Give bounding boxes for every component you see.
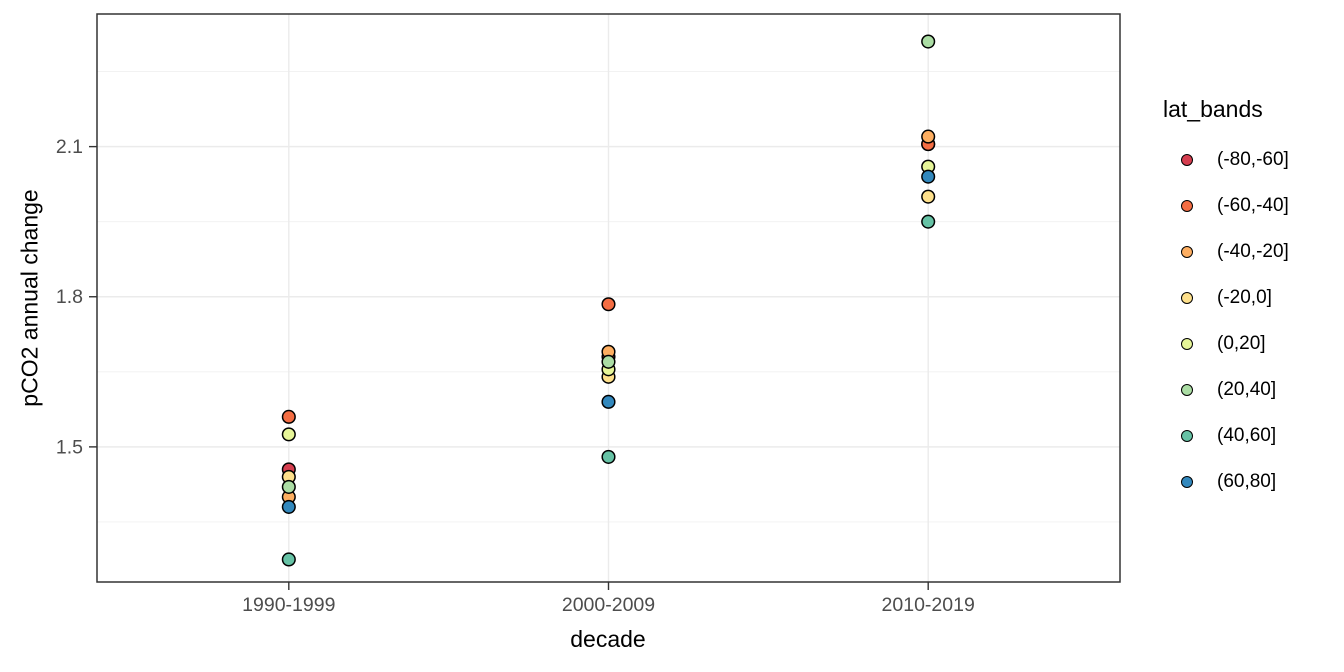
data-point: [601, 394, 616, 409]
legend-key-icon: [1181, 430, 1193, 442]
data-point: [921, 214, 936, 229]
data-point: [921, 129, 936, 144]
legend-item-label: (60,80]: [1217, 471, 1277, 492]
data-point: [921, 169, 936, 184]
points-group: [281, 34, 936, 567]
y-tick-label: 2.1: [56, 136, 83, 158]
gridlines-major: [97, 14, 1120, 582]
x-tick-label: 1990-1999: [242, 594, 335, 616]
data-point: [281, 479, 296, 494]
data-point: [281, 552, 296, 567]
legend-key-icon: [1181, 476, 1193, 488]
legend-key-icon: [1181, 154, 1193, 166]
legend-item-label: (-60,-40]: [1217, 195, 1289, 216]
y-tick-label: 1.8: [56, 286, 83, 308]
axis-tick-labels: 1.5 1.8 2.1 1990-1999 2000-2009 2010-2019: [56, 136, 975, 616]
legend-item-label: (40,60]: [1217, 425, 1277, 446]
x-tick-label: 2010-2019: [882, 594, 975, 616]
legend-items: (-80,-60] (-60,-40] (-40,-20] (-20,0] (0,20]…: [1160, 137, 1289, 505]
data-point: [921, 189, 936, 204]
legend-item: (-40,-20]: [1160, 229, 1289, 275]
y-axis-title: pCO2 annual change: [16, 189, 43, 407]
y-tick-label: 1.5: [56, 436, 83, 458]
data-point: [921, 34, 936, 49]
legend: lat_bands (-80,-60] (-60,-40] (-40,-20] (-2…: [1160, 96, 1289, 505]
x-axis-title: decade: [570, 626, 646, 652]
legend-item: (-80,-60]: [1160, 137, 1289, 183]
legend-item: (-60,-40]: [1160, 183, 1289, 229]
legend-key-icon: [1181, 292, 1193, 304]
legend-item: (60,80]: [1160, 459, 1289, 505]
legend-key-icon: [1181, 200, 1193, 212]
axis-ticks: [89, 145, 929, 590]
legend-item: (-20,0]: [1160, 275, 1289, 321]
legend-item-label: (-80,-60]: [1217, 149, 1289, 170]
data-point: [601, 354, 616, 369]
legend-item-label: (-40,-20]: [1217, 241, 1289, 262]
legend-item: (40,60]: [1160, 413, 1289, 459]
data-point: [601, 297, 616, 312]
legend-item-label: (20,40]: [1217, 379, 1277, 400]
legend-key-icon: [1181, 384, 1193, 396]
data-point: [281, 409, 296, 424]
legend-item-label: (0,20]: [1217, 333, 1266, 354]
panel-border: [96, 13, 1121, 583]
legend-item: (0,20]: [1160, 321, 1289, 367]
data-point: [281, 499, 296, 514]
legend-item: (20,40]: [1160, 367, 1289, 413]
data-point: [281, 427, 296, 442]
legend-key-icon: [1181, 246, 1193, 258]
legend-item-label: (-20,0]: [1217, 287, 1272, 308]
data-point: [601, 449, 616, 464]
x-tick-label: 2000-2009: [562, 594, 655, 616]
legend-key-icon: [1181, 338, 1193, 350]
legend-title: lat_bands: [1163, 96, 1263, 122]
